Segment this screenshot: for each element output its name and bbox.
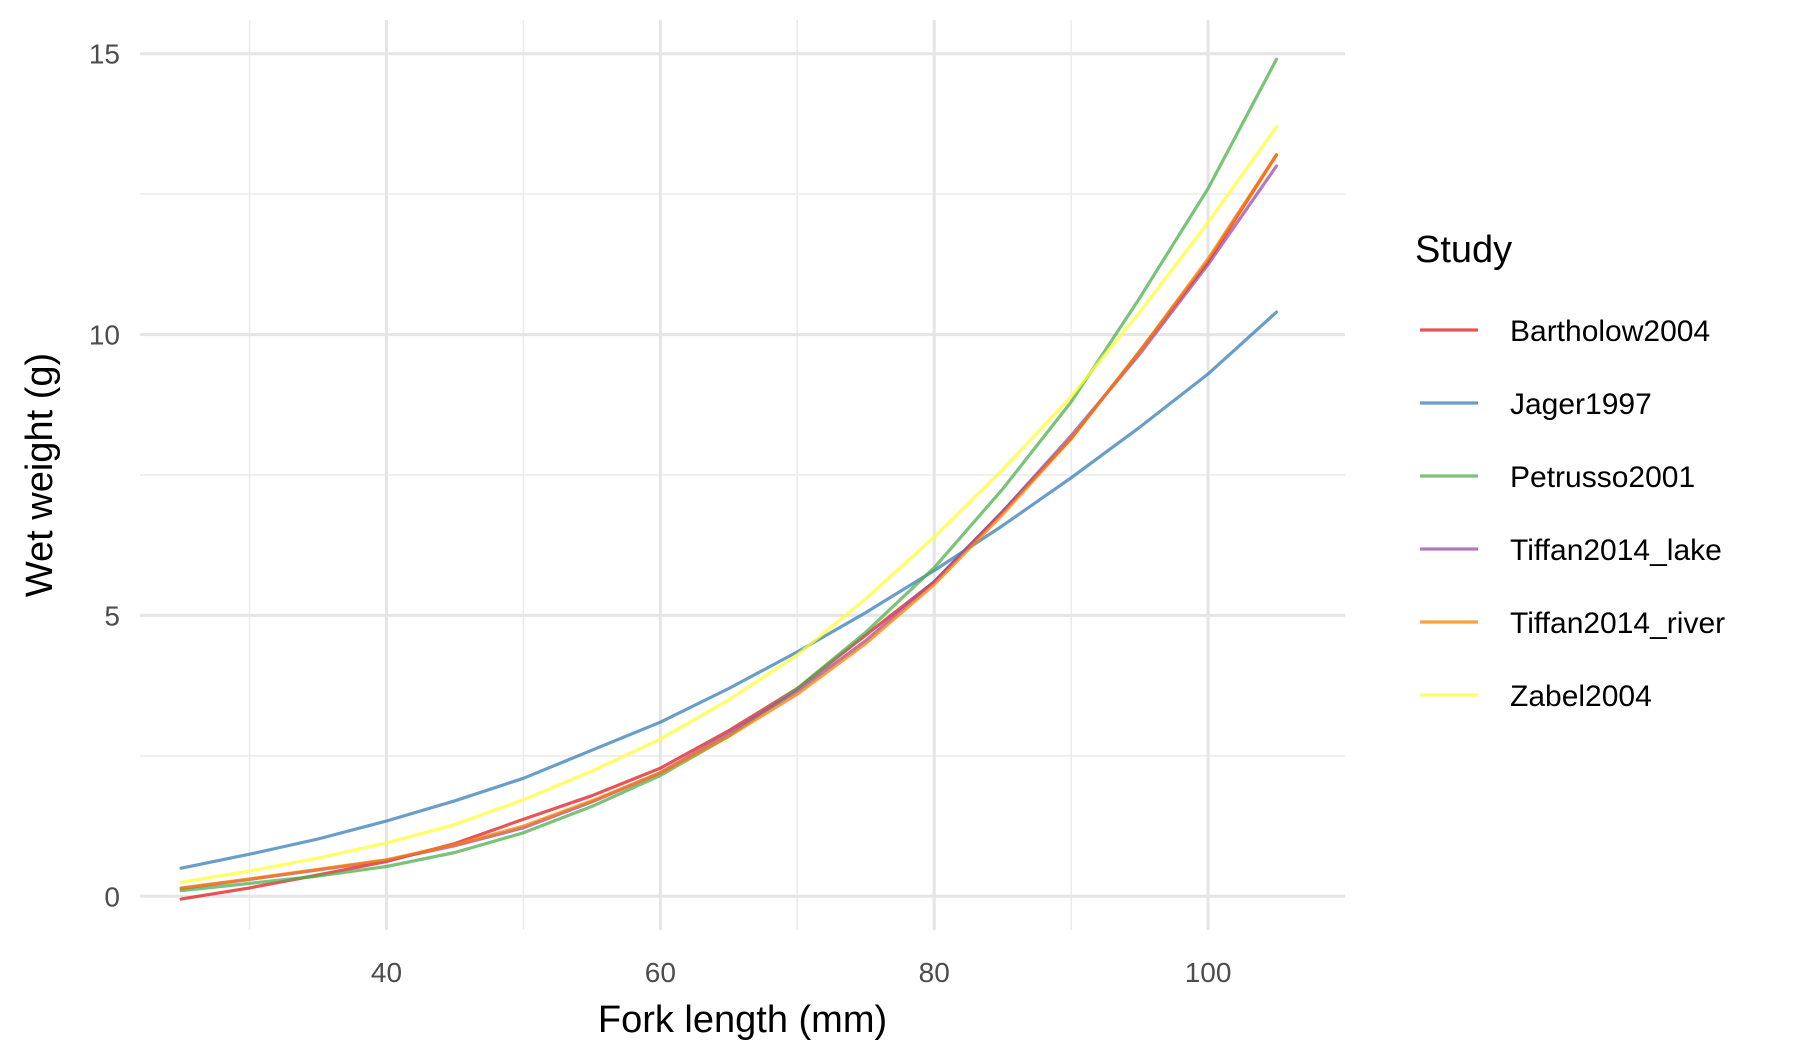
y-axis-tick-labels: 0 5 10 15	[89, 39, 120, 913]
series-lines	[179, 57, 1279, 901]
legend-label: Tiffan2014_river	[1510, 607, 1725, 640]
legend-item: Bartholow2004	[1420, 315, 1710, 348]
legend-label: Jager1997	[1510, 388, 1652, 421]
legend-label: Tiffan2014_lake	[1510, 534, 1722, 567]
legend-item: Tiffan2014_river	[1420, 607, 1725, 640]
x-axis-title: Fork length (mm)	[598, 999, 887, 1041]
legend: Study Bartholow2004 Jager1997 Petrusso2001 T…	[1415, 229, 1725, 713]
legend-label: Zabel2004	[1510, 680, 1652, 713]
x-tick-label: 80	[919, 957, 950, 988]
legend-item: Petrusso2001	[1420, 461, 1695, 494]
y-tick-label: 15	[89, 39, 120, 70]
series-line-tiffan2014-river	[179, 153, 1279, 890]
legend-label: Bartholow2004	[1510, 315, 1710, 348]
x-tick-label: 40	[371, 957, 402, 988]
series-line-bartholow2004	[179, 153, 1279, 901]
series-line-zabel2004	[179, 125, 1279, 884]
legend-item: Jager1997	[1420, 388, 1652, 421]
legend-label: Petrusso2001	[1510, 461, 1695, 494]
x-tick-label: 60	[645, 957, 676, 988]
x-tick-label: 100	[1185, 957, 1232, 988]
y-tick-label: 10	[89, 320, 120, 351]
legend-item: Tiffan2014_lake	[1420, 534, 1722, 567]
grid-lines	[140, 20, 1345, 930]
legend-item: Zabel2004	[1420, 680, 1652, 713]
legend-title: Study	[1415, 229, 1512, 271]
x-axis-tick-labels: 40 60 80 100	[371, 957, 1232, 988]
y-axis-title: Wet weight (g)	[19, 353, 61, 597]
series-line-tiffan2014-lake	[179, 164, 1279, 891]
series-line-jager1997	[179, 310, 1279, 870]
y-tick-label: 0	[104, 881, 120, 912]
y-tick-label: 5	[104, 600, 120, 631]
